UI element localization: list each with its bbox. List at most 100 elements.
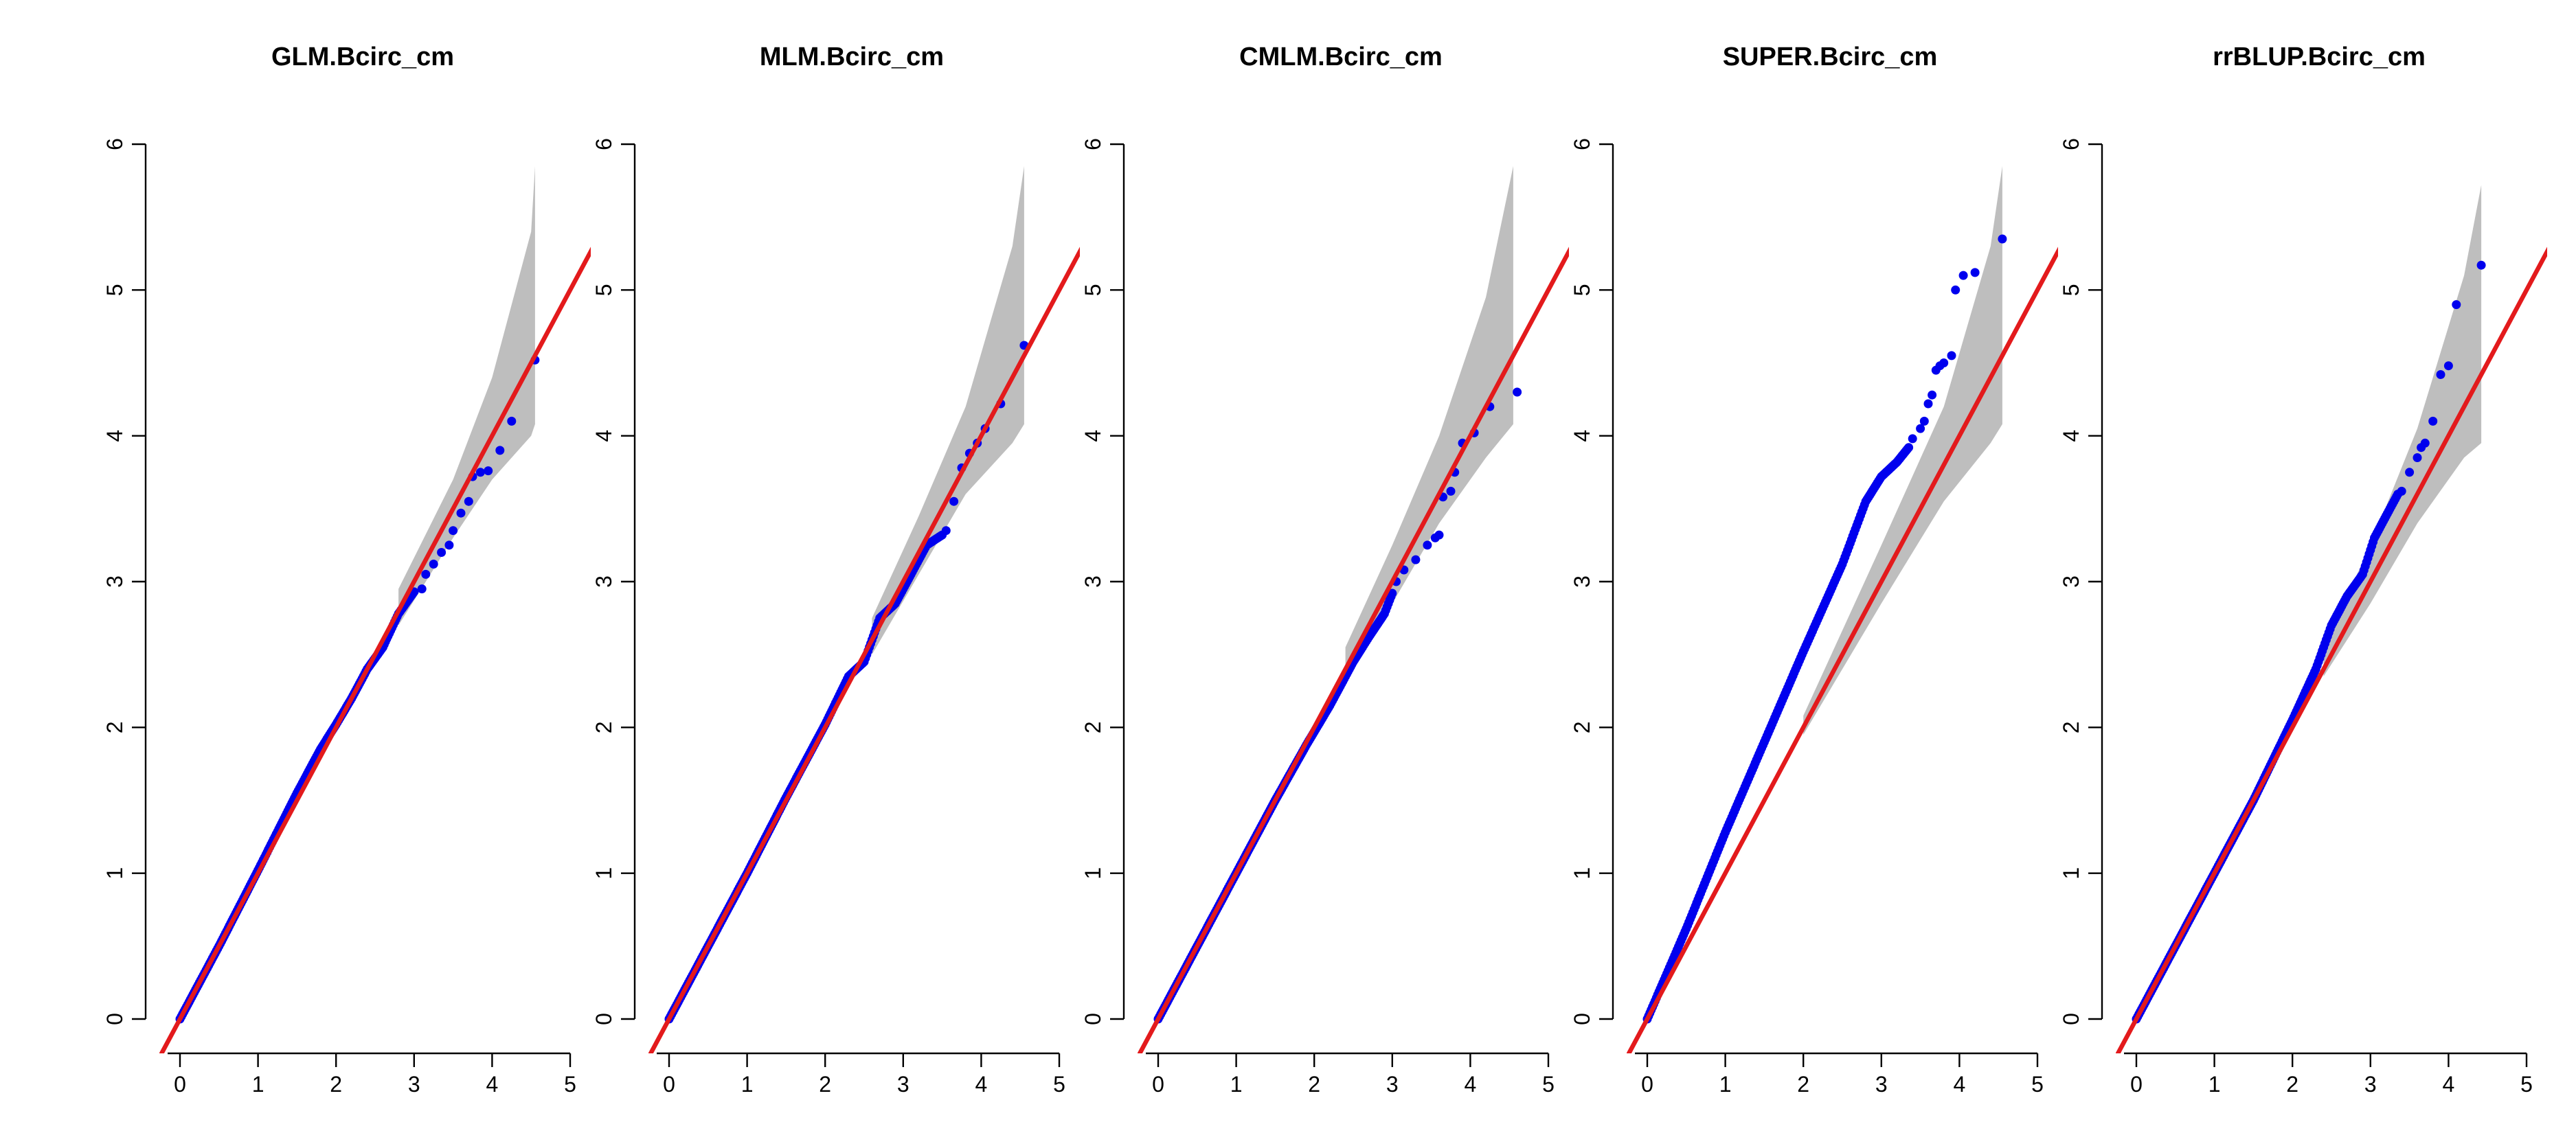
x-tick-label: 5 [2520, 1072, 2533, 1097]
data-point [1970, 268, 1980, 277]
plot-area [159, 165, 591, 1053]
data-point [429, 560, 438, 569]
x-tick-label: 2 [1797, 1072, 1809, 1097]
reference-line [648, 247, 1080, 1053]
qq-panel-3: 0 1 2 3 4 5 0 1 2 3 4 5 6 CMLM.Bcirc_cm [1081, 43, 1569, 1097]
data-point [417, 584, 427, 594]
y-tick-label: 0 [591, 1013, 616, 1025]
y-tick-label: 2 [1570, 721, 1594, 733]
data-point [507, 416, 517, 426]
data-point [1923, 399, 1933, 409]
axes: 0 1 2 3 4 5 0 1 2 3 4 5 6 [591, 138, 1065, 1097]
plot-area [2116, 185, 2547, 1053]
qq-panel-2: 0 1 2 3 4 5 0 1 2 3 4 5 6 MLM.Bcirc_cm [591, 43, 1080, 1097]
x-tick-label: 5 [1053, 1072, 1065, 1097]
data-point [2443, 361, 2453, 371]
chart-title: SUPER.Bcirc_cm [1723, 43, 1938, 71]
y-tick-label: 4 [591, 430, 616, 442]
x-tick-label: 4 [975, 1072, 988, 1097]
confidence-band [872, 165, 1024, 655]
data-point [949, 496, 959, 506]
y-tick-label: 2 [1081, 721, 1105, 733]
y-tick-label: 3 [102, 575, 127, 588]
y-tick-label: 4 [1081, 430, 1105, 442]
data-point [941, 526, 951, 536]
x-tick-label: 3 [408, 1072, 420, 1097]
axes: 0 1 2 3 4 5 0 1 2 3 4 5 6 [2059, 138, 2533, 1097]
data-point [1423, 540, 1432, 550]
data-point [2413, 453, 2422, 462]
data-point [1904, 443, 1914, 453]
y-tick-label: 6 [102, 138, 127, 150]
y-tick-label: 2 [102, 721, 127, 733]
data-point [449, 526, 458, 536]
x-tick-label: 4 [1954, 1072, 1966, 1097]
y-tick-label: 0 [102, 1013, 127, 1025]
x-tick-label: 3 [1875, 1072, 1888, 1097]
x-tick-label: 2 [819, 1072, 831, 1097]
y-tick-label: 1 [2059, 867, 2083, 880]
y-tick-label: 4 [102, 430, 127, 442]
data-point [2420, 438, 2430, 448]
x-tick-label: 0 [174, 1072, 186, 1097]
y-tick-label: 4 [1570, 430, 1594, 442]
x-tick-label: 4 [1465, 1072, 1477, 1097]
data-point [1951, 285, 1961, 295]
axes: 0 1 2 3 4 5 0 1 2 3 4 5 6 [102, 138, 576, 1097]
reference-line [1627, 247, 2058, 1053]
x-tick-label: 1 [1230, 1072, 1243, 1097]
data-point [1411, 555, 1421, 564]
chart-title: GLM.Bcirc_cm [271, 43, 454, 71]
x-tick-label: 1 [2208, 1072, 2221, 1097]
y-tick-label: 5 [1081, 284, 1105, 296]
chart-title: rrBLUP.Bcirc_cm [2213, 43, 2426, 71]
data-point [2397, 486, 2406, 496]
axes: 0 1 2 3 4 5 0 1 2 3 4 5 6 [1570, 138, 2044, 1097]
x-tick-label: 0 [1641, 1072, 1653, 1097]
y-tick-label: 6 [1081, 138, 1105, 150]
data-point [1958, 271, 1968, 280]
data-point [2476, 260, 2486, 270]
data-point [1998, 234, 2007, 244]
y-tick-label: 3 [2059, 575, 2083, 588]
data-point [1513, 387, 1522, 397]
confidence-band [1803, 165, 2002, 735]
x-tick-label: 0 [663, 1072, 675, 1097]
chart-title: CMLM.Bcirc_cm [1239, 43, 1443, 71]
y-tick-label: 3 [1081, 575, 1105, 588]
y-tick-label: 1 [1081, 867, 1105, 880]
data-point [1908, 434, 1917, 444]
data-point [1939, 358, 1949, 367]
data-point [1388, 588, 1397, 598]
axes: 0 1 2 3 4 5 0 1 2 3 4 5 6 [1081, 138, 1555, 1097]
observed-points [2132, 260, 2486, 1024]
data-point [456, 508, 466, 518]
x-tick-label: 2 [2286, 1072, 2298, 1097]
x-tick-label: 1 [741, 1072, 754, 1097]
y-tick-label: 3 [1570, 575, 1594, 588]
y-tick-label: 1 [591, 867, 616, 880]
data-point [2405, 468, 2415, 477]
data-point [421, 569, 431, 579]
y-tick-label: 1 [1570, 867, 1594, 880]
x-tick-label: 0 [2130, 1072, 2143, 1097]
y-tick-label: 1 [102, 867, 127, 880]
x-tick-label: 4 [486, 1072, 499, 1097]
x-tick-label: 5 [2031, 1072, 2044, 1097]
x-tick-label: 3 [897, 1072, 909, 1097]
y-tick-label: 3 [591, 575, 616, 588]
confidence-band [398, 165, 535, 626]
data-point [495, 446, 505, 455]
reference-line [1138, 247, 1569, 1053]
data-point [1947, 351, 1956, 360]
x-tick-label: 4 [2443, 1072, 2455, 1097]
data-point [464, 496, 473, 506]
y-tick-label: 5 [591, 284, 616, 296]
x-tick-label: 2 [330, 1072, 342, 1097]
reference-line [159, 247, 591, 1053]
plot-area [1627, 165, 2058, 1053]
chart-title: MLM.Bcirc_cm [760, 43, 944, 71]
x-tick-label: 1 [252, 1072, 264, 1097]
data-point [484, 466, 493, 476]
